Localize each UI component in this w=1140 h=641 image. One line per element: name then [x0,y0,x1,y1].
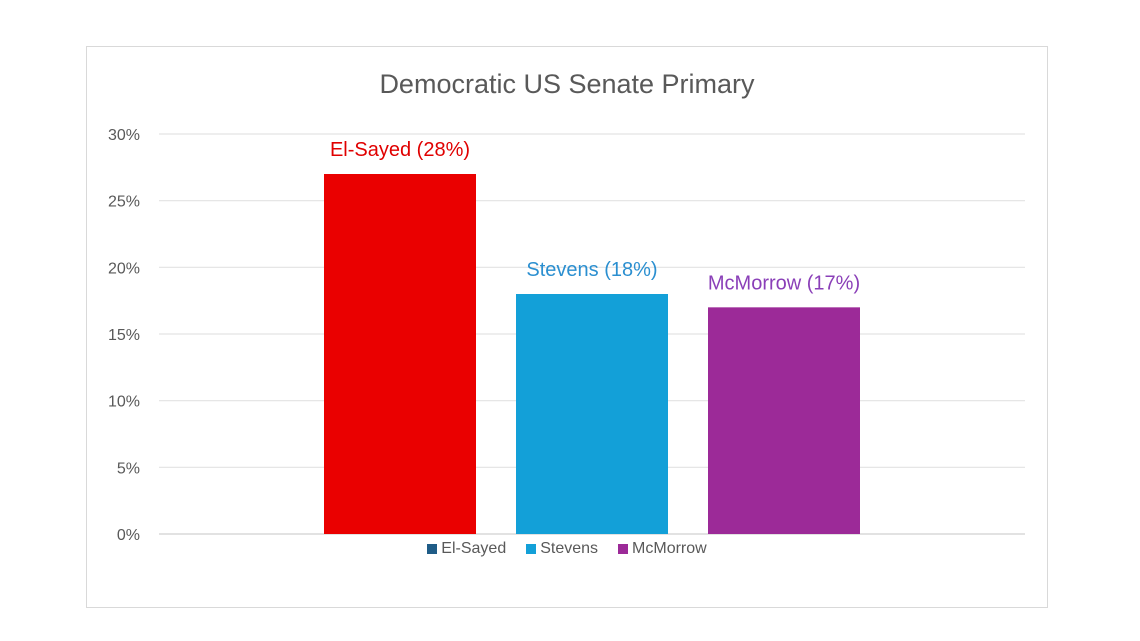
chart-legend: El-Sayed Stevens McMorrow [87,540,1047,558]
legend-item-el-sayed: El-Sayed [427,540,506,558]
data-label-stevens: Stevens (18%) [526,259,657,281]
legend-swatch [526,544,537,554]
bar-el-sayed [324,174,476,534]
chart-title: Democratic US Senate Primary [379,69,755,99]
y-tick-label: 25% [108,194,140,211]
bar-mcmorrow [708,307,860,534]
legend-item-stevens: Stevens [526,540,598,558]
legend-label: McMorrow [632,540,707,557]
y-tick-label: 15% [108,327,140,344]
bar-stevens [516,294,668,534]
legend-swatch [427,544,438,554]
legend-label: El-Sayed [441,540,507,557]
chart-frame: Democratic US Senate Primary 0% 5% 10% 15% 2… [86,46,1048,608]
legend-swatch [618,544,629,554]
y-tick-label: 30% [108,127,140,144]
legend-label: Stevens [540,540,599,557]
y-tick-label: 20% [108,260,140,277]
legend-item-mcmorrow: McMorrow [618,540,707,558]
bar-chart-plot: 0% 5% 10% 15% 20% 25% 30% El-Sayed (28%) Stevens… [108,127,1025,544]
y-tick-label: 5% [117,460,140,477]
data-label-mcmorrow: McMorrow (17%) [708,272,860,294]
y-tick-label: 10% [108,394,140,411]
data-label-el-sayed: El-Sayed (28%) [330,139,470,161]
y-tick-label: 0% [117,527,140,544]
